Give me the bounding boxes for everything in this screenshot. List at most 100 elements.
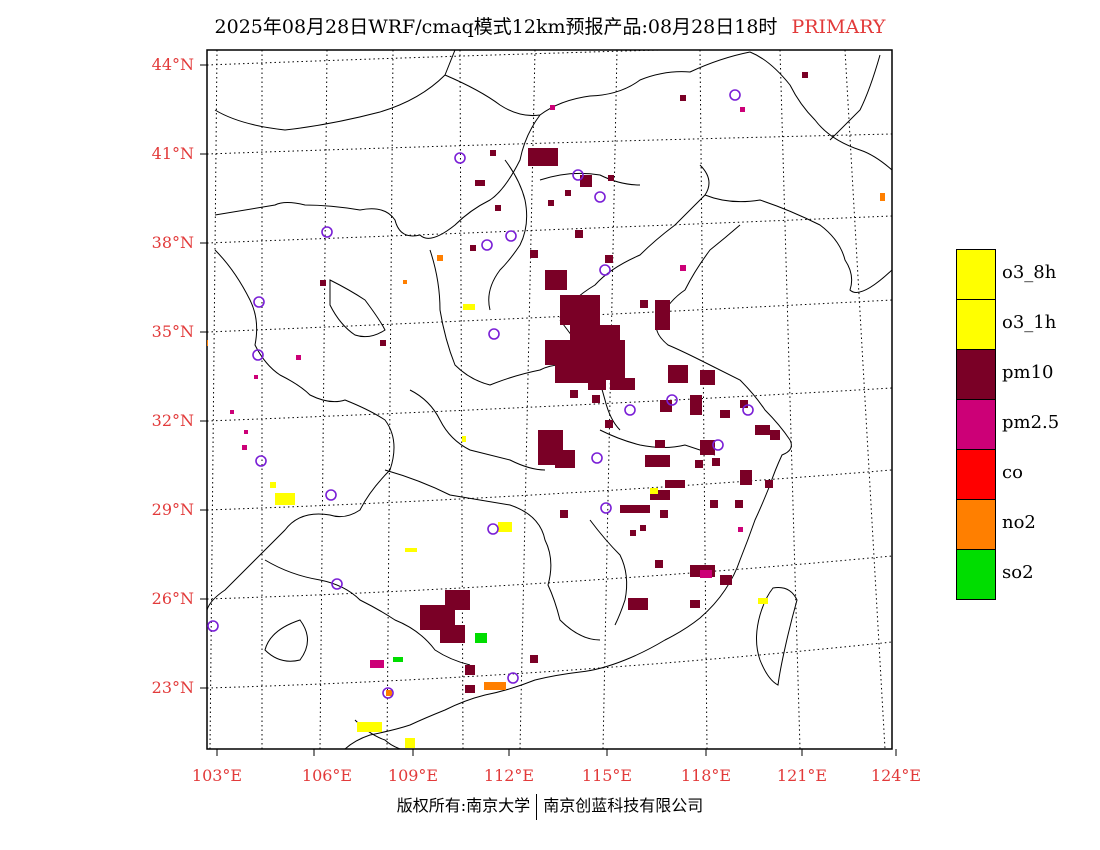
- footer-separator: [536, 793, 538, 820]
- pm10-cell: [555, 450, 575, 468]
- legend-swatch: [956, 499, 996, 550]
- pm10-cell: [555, 365, 600, 383]
- station-marker: [729, 89, 741, 101]
- station-marker: [331, 578, 343, 590]
- pm10-cell: [640, 525, 646, 531]
- pm10-cell: [380, 340, 386, 346]
- pm10-cell: [740, 470, 752, 485]
- station-marker: [253, 296, 265, 308]
- station-marker: [599, 264, 611, 276]
- pm10-cell: [690, 395, 702, 415]
- boundaries: [207, 50, 892, 749]
- no2-cell: [880, 193, 885, 201]
- station-marker: [454, 152, 466, 164]
- o3-cell: [463, 304, 475, 310]
- pm25-cell: [680, 265, 686, 271]
- station-marker: [572, 169, 584, 181]
- pm10-cell: [720, 575, 732, 585]
- pm10-cell: [580, 175, 592, 187]
- pm10-cell: [710, 500, 718, 508]
- pm10-cell: [660, 510, 668, 518]
- pm10-cell: [690, 600, 700, 608]
- axis-ticks: [200, 64, 897, 756]
- pm10-cell: [440, 625, 465, 643]
- pm10-cell: [320, 280, 326, 286]
- so2-cell: [393, 657, 403, 662]
- pm10-cell: [530, 250, 538, 258]
- pm10-cell: [575, 230, 583, 238]
- pm10-cell: [545, 270, 567, 290]
- pm10-cell: [700, 370, 715, 385]
- pm10-cell: [665, 480, 685, 488]
- map-title: 2025年08月28日WRF/cmaq模式12km预报产品:08月28日18时 P…: [0, 12, 1100, 39]
- legend-swatch: [956, 299, 996, 350]
- pm10-cell: [740, 400, 748, 408]
- lon-label: 115°E: [581, 766, 633, 785]
- station-marker: [594, 191, 606, 203]
- pollution-cells: [207, 72, 885, 748]
- pm10-cell: [570, 390, 578, 398]
- o3-cell: [650, 488, 658, 494]
- pm10-cell: [528, 148, 558, 166]
- o3-cell: [275, 493, 295, 505]
- map-title-tag: PRIMARY: [791, 16, 886, 38]
- legend-swatch: [956, 249, 996, 300]
- pm25-cell: [740, 107, 745, 112]
- o3-cell: [462, 436, 466, 442]
- no2-cell: [386, 690, 392, 696]
- pm10-cell: [755, 425, 770, 435]
- station-markers: [207, 89, 754, 699]
- pm10-cell: [650, 490, 670, 500]
- pm10-cell: [608, 175, 614, 181]
- lon-label: 109°E: [387, 766, 439, 785]
- station-marker: [505, 230, 517, 242]
- o3-cell: [758, 598, 768, 604]
- lon-label: 124°E: [870, 766, 922, 785]
- station-marker: [207, 620, 219, 632]
- lon-label: 112°E: [483, 766, 535, 785]
- pm10-cell: [465, 685, 475, 693]
- copyright-footer: 版权所有:南京大学 南京创蓝科技有限公司: [0, 792, 1100, 820]
- pm10-cell: [445, 590, 470, 610]
- station-marker: [382, 687, 394, 699]
- pm10-cell: [548, 200, 554, 206]
- station-marker: [488, 328, 500, 340]
- legend-label: o3_1h: [1002, 312, 1057, 333]
- map-title-main: 2025年08月28日WRF/cmaq模式12km预报产品:08月28日18时: [214, 16, 778, 38]
- legend-label: co: [1002, 462, 1023, 483]
- pm10-cell: [735, 500, 743, 508]
- pm25-cell: [370, 660, 384, 668]
- so2-cell: [475, 633, 487, 643]
- pm10-cell: [668, 365, 688, 383]
- pm10-cell: [695, 460, 703, 468]
- lon-label: 106°E: [301, 766, 353, 785]
- o3-cell: [405, 738, 415, 748]
- pm10-cell: [765, 480, 773, 488]
- station-marker: [712, 439, 724, 451]
- lon-label: 121°E: [776, 766, 828, 785]
- legend-swatch: [956, 399, 996, 450]
- lat-label: 41°N: [151, 144, 194, 163]
- pm10-cell: [475, 180, 485, 186]
- station-marker: [321, 226, 333, 238]
- pm10-cell: [802, 72, 808, 78]
- station-marker: [666, 394, 678, 406]
- legend-swatch: [956, 349, 996, 400]
- station-marker: [624, 404, 636, 416]
- lat-label: 26°N: [151, 589, 194, 608]
- lat-label: 38°N: [151, 233, 194, 252]
- no2-cell: [484, 682, 506, 690]
- pm25-cell: [738, 527, 743, 532]
- o3-cell: [270, 482, 276, 488]
- pm10-cell: [490, 150, 496, 156]
- o3-cell: [498, 522, 512, 532]
- pm10-cell: [645, 455, 670, 467]
- pm10-cell: [640, 300, 648, 308]
- pm10-cell: [610, 378, 635, 390]
- no2-cell: [403, 280, 407, 284]
- no2-cell: [207, 340, 208, 346]
- station-marker: [487, 523, 499, 535]
- pm10-cell: [495, 205, 501, 211]
